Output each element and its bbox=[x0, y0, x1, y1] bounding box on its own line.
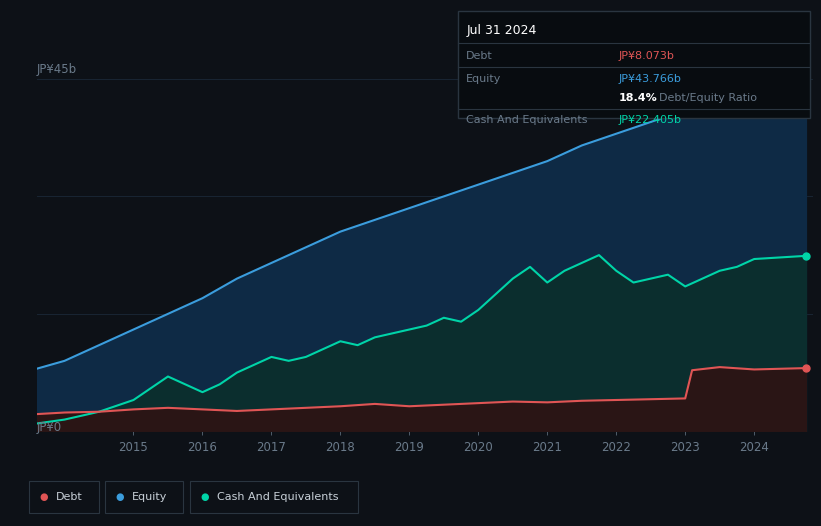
Text: 18.4%: 18.4% bbox=[618, 93, 657, 103]
Text: JP¥0: JP¥0 bbox=[37, 421, 62, 434]
Text: JP¥43.766b: JP¥43.766b bbox=[618, 74, 681, 84]
Text: ●: ● bbox=[200, 492, 209, 502]
Text: JP¥45b: JP¥45b bbox=[37, 63, 77, 76]
Text: JP¥22.405b: JP¥22.405b bbox=[618, 115, 681, 125]
Text: Debt: Debt bbox=[56, 492, 83, 502]
Text: Cash And Equivalents: Cash And Equivalents bbox=[466, 115, 588, 125]
Text: Jul 31 2024: Jul 31 2024 bbox=[466, 24, 537, 37]
Text: Equity: Equity bbox=[466, 74, 502, 84]
Text: Debt/Equity Ratio: Debt/Equity Ratio bbox=[659, 93, 757, 103]
Text: ●: ● bbox=[116, 492, 124, 502]
Text: ●: ● bbox=[39, 492, 48, 502]
Text: Debt: Debt bbox=[466, 50, 493, 61]
Text: JP¥8.073b: JP¥8.073b bbox=[618, 50, 674, 61]
Text: Cash And Equivalents: Cash And Equivalents bbox=[217, 492, 338, 502]
Text: Equity: Equity bbox=[132, 492, 167, 502]
